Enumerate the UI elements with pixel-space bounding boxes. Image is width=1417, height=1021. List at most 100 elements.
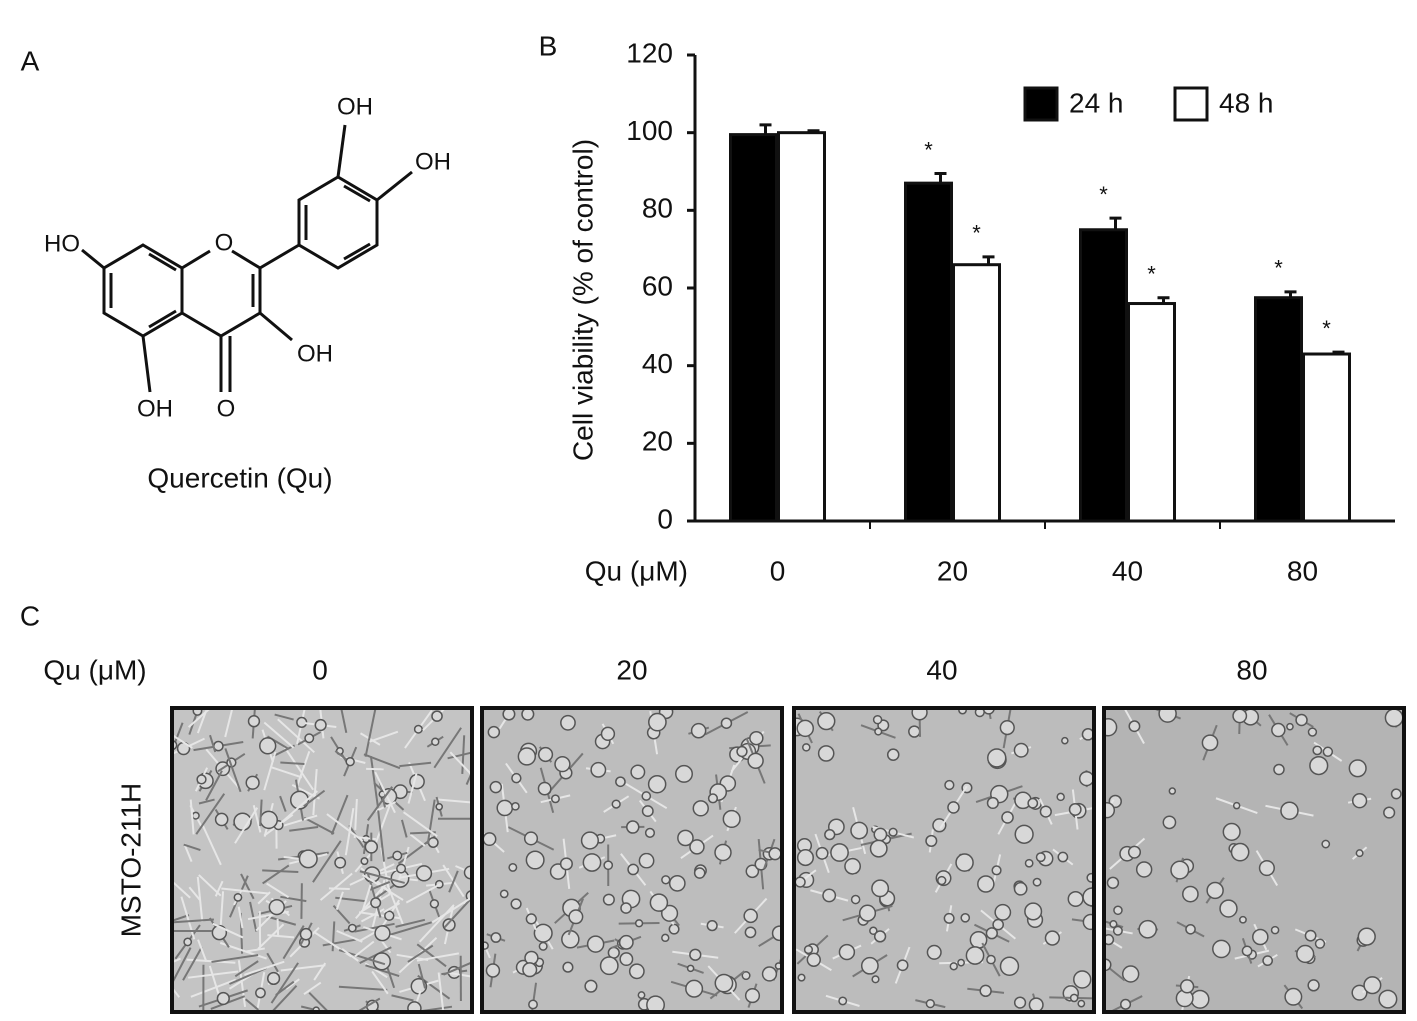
cell	[416, 952, 460, 962]
cell	[283, 746, 315, 791]
cell	[1219, 899, 1238, 918]
atom-label: OH	[415, 148, 451, 175]
column-label: 0	[312, 654, 328, 685]
legend-label: 48 h	[1219, 87, 1274, 118]
bond	[336, 124, 347, 178]
cell	[245, 998, 259, 1011]
cell	[1067, 890, 1084, 908]
cell	[482, 832, 497, 847]
y-tick-label: 100	[626, 115, 673, 146]
cell	[747, 752, 764, 770]
cell	[533, 923, 553, 943]
cell	[668, 923, 680, 935]
cell	[182, 946, 203, 981]
cell	[714, 973, 734, 993]
cell	[189, 799, 195, 835]
cell	[869, 926, 878, 936]
cell	[1384, 708, 1404, 728]
cell	[714, 843, 732, 862]
cell	[322, 938, 356, 947]
cell	[706, 919, 718, 932]
cell	[603, 860, 614, 871]
cell	[1185, 923, 1196, 935]
cell	[502, 708, 516, 721]
cell	[1109, 920, 1118, 929]
bond	[376, 170, 413, 202]
cell	[619, 952, 634, 967]
cell	[259, 737, 277, 755]
cell	[1035, 852, 1046, 863]
cell	[247, 715, 261, 728]
cell	[487, 725, 501, 739]
cell	[986, 796, 999, 810]
cell	[797, 973, 806, 982]
cell	[1073, 970, 1092, 989]
cell	[1270, 925, 1280, 935]
cell	[615, 776, 626, 788]
error-bar	[1284, 290, 1297, 298]
column-label: 20	[616, 654, 647, 685]
cell	[815, 846, 829, 860]
cell	[806, 952, 821, 967]
cell	[262, 864, 290, 885]
cell	[979, 984, 992, 998]
cell	[1286, 722, 1294, 731]
cell	[360, 857, 369, 866]
cell	[280, 895, 307, 903]
cell	[1271, 722, 1286, 738]
cell	[209, 734, 217, 753]
cell	[1284, 987, 1303, 1006]
cell	[794, 876, 806, 888]
cell	[275, 980, 295, 996]
cells	[794, 708, 1094, 1012]
cell	[363, 753, 401, 770]
cell	[359, 870, 405, 884]
cell	[299, 927, 313, 941]
bar	[777, 131, 826, 523]
micrograph-frame	[792, 706, 1096, 1014]
cell	[584, 979, 598, 993]
cell	[214, 812, 229, 827]
cell	[313, 962, 327, 981]
cell	[377, 810, 385, 862]
error-bar	[1332, 350, 1345, 355]
cell	[949, 962, 958, 971]
error-bar	[1157, 296, 1170, 304]
bond	[259, 243, 300, 270]
cell	[402, 811, 438, 838]
cell	[1128, 720, 1141, 733]
cell	[375, 884, 396, 899]
x-tick-label: 0	[770, 555, 786, 586]
cell	[537, 781, 552, 796]
x-tick-label: 80	[1287, 555, 1318, 586]
cell	[1013, 881, 1028, 896]
cell	[1378, 989, 1398, 1009]
cell	[331, 921, 336, 952]
cell	[415, 865, 433, 882]
legend-swatch	[1173, 86, 1209, 122]
cell	[1024, 858, 1034, 868]
cell	[216, 991, 230, 1006]
error-bar	[982, 255, 995, 265]
cell	[244, 960, 285, 976]
cell	[1028, 997, 1044, 1012]
cell	[240, 873, 255, 900]
cell	[354, 940, 375, 958]
cell	[1170, 860, 1190, 880]
cell	[418, 904, 455, 943]
cell	[198, 798, 215, 805]
cell	[336, 929, 363, 943]
cell	[947, 801, 960, 814]
cell	[675, 764, 694, 783]
cell	[925, 834, 938, 847]
cell	[1230, 842, 1250, 862]
cell	[1357, 927, 1376, 946]
cell	[383, 902, 401, 914]
bar	[1254, 296, 1303, 523]
cell	[330, 794, 349, 835]
cell	[824, 828, 836, 841]
cell	[661, 875, 671, 885]
cell	[196, 774, 207, 785]
cell	[446, 971, 472, 978]
cell	[196, 710, 208, 734]
